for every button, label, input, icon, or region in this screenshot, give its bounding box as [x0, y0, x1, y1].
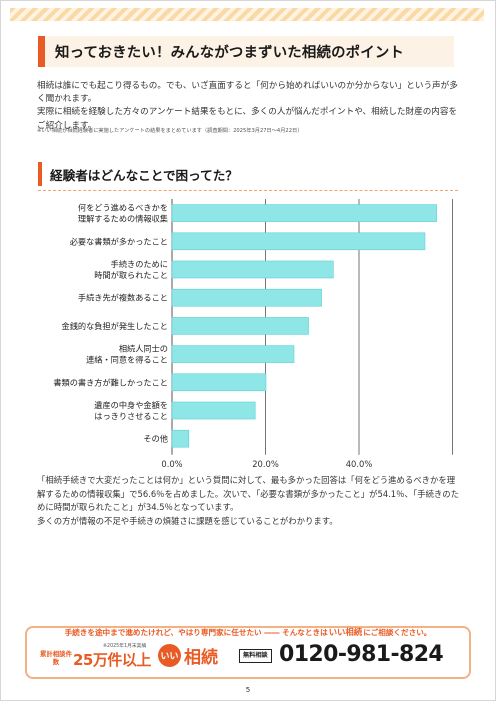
- category-label: 手続き先が複数あること: [78, 293, 168, 303]
- decorative-stripe: [10, 8, 484, 21]
- banner-tail: にご相談ください。: [363, 628, 432, 637]
- category-label: 遺産の中身や金額を: [94, 400, 168, 410]
- banner-brand: いい相続: [328, 627, 363, 637]
- cases-label: 累計相談件数: [40, 650, 72, 666]
- section-divider: [38, 190, 458, 191]
- section-heading-box: 経験者はどんなことで困ってた？: [38, 162, 458, 186]
- intro-text: 相続は誰にでも起こり得るもの。でも、いざ直面すると「何から始めればいいのか分から…: [37, 80, 461, 133]
- bar: [171, 204, 437, 222]
- bar-chart: 何をどう進めるべきかを理解するための情報収集必要な書類が多かったこと手続きのため…: [53, 199, 453, 469]
- page-title: 知っておきたい！みんながつまずいた相続のポイント: [55, 45, 405, 61]
- category-label: 何をどう進めるべきかを: [78, 203, 168, 213]
- category-label: 理解するための情報収集: [78, 214, 168, 224]
- banner-lead: 手続きを途中まで進めたけれど、やはり専門家に任せたい ―― そんなときは: [64, 628, 328, 637]
- phone-number[interactable]: 0120-981-824: [279, 642, 444, 667]
- category-label: 手続きのために: [111, 259, 168, 269]
- banner-headline-text: 手続きを途中まで進めたけれど、やはり専門家に任せたい ―― そんなときはいい相続…: [58, 627, 438, 637]
- free-consultation-badge: 無料相談: [239, 649, 272, 663]
- category-label: 連絡・同意を得ること: [86, 355, 168, 365]
- category-label: 時間が取られたこと: [94, 270, 168, 280]
- category-label: 相続人同士の: [119, 344, 168, 354]
- banner-headline: 手続きを途中まで進めたけれど、やはり専門家に任せたい ―― そんなときはいい相続…: [27, 620, 469, 639]
- consultation-banner[interactable]: 手続きを途中まで進めたけれど、やはり専門家に任せたい ―― そんなときはいい相続…: [25, 626, 471, 679]
- bar: [171, 345, 295, 363]
- bar: [171, 317, 309, 335]
- intro-paragraph-2: 実際に相続を経験した方々のアンケート結果をもとに、多くの人が悩んだポイントや、相…: [37, 107, 458, 131]
- category-label: 書類の書き方が難しかったこと: [53, 377, 168, 387]
- brand-logo-text: 相続: [184, 648, 218, 668]
- result-paragraph-1: 「相続手続きで大変だったことは何か」という質問に対して、最も多かった回答は「何を…: [37, 475, 459, 513]
- bar: [171, 429, 190, 448]
- bar: [171, 260, 334, 279]
- x-tick-label: 40.0%: [346, 459, 373, 469]
- category-label: 金銭的な負担が発生したこと: [62, 321, 168, 331]
- category-label: 必要な書類が多かったこと: [70, 236, 168, 246]
- page-number: 5: [245, 686, 251, 694]
- section-heading: 経験者はどんなことで困ってた？: [50, 167, 238, 183]
- x-tick-label: 0.0%: [161, 459, 182, 469]
- survey-note: ※いい相続が相続経験者に実施したアンケートの結果をまとめています（調査期間：20…: [37, 128, 303, 134]
- category-label: はっきりさせること: [94, 411, 168, 421]
- category-label: その他: [143, 434, 168, 444]
- brand-logo-icon: いい: [158, 644, 181, 667]
- intro-paragraph-1: 相続は誰にでも起こり得るもの。でも、いざ直面すると「何から始めればいいのか分から…: [37, 81, 458, 105]
- result-text: 「相続手続きで大変だったことは何か」という質問に対して、最も多かった回答は「何を…: [37, 474, 461, 528]
- x-tick-label: 20.0%: [252, 459, 279, 469]
- cases-value: 25万件以上: [73, 651, 151, 669]
- bar: [171, 232, 426, 251]
- page-title-box: 知っておきたい！みんながつまずいた相続のポイント: [38, 36, 454, 67]
- bar: [171, 401, 256, 420]
- bar: [171, 373, 267, 392]
- cases-note: ※2025年1月末実績: [103, 644, 147, 649]
- bar: [171, 288, 322, 307]
- result-paragraph-2: 多くの方が情報の不足や手続きの煩雑さに課題を感じていることがわかります。: [37, 515, 338, 526]
